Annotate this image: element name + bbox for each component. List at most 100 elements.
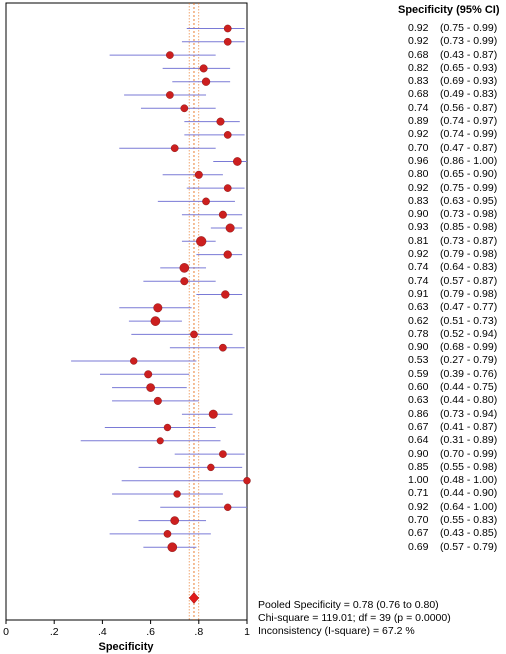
study-point <box>130 357 138 365</box>
estimate-value: 0.92 <box>408 22 429 34</box>
estimate-row: 0.83 (0.63 - 0.95) <box>408 195 497 208</box>
estimate-row: 0.90 (0.73 - 0.98) <box>408 208 497 221</box>
estimate-row: 0.92 (0.79 - 0.98) <box>408 248 497 261</box>
estimate-value: 0.93 <box>408 221 429 234</box>
estimate-row: 0.81 (0.73 - 0.87) <box>408 235 497 248</box>
estimate-row: 0.67 (0.41 - 0.87) <box>408 421 497 434</box>
study-point <box>199 64 208 73</box>
study-point <box>156 437 164 445</box>
study-point <box>179 263 190 273</box>
study-point <box>163 423 172 432</box>
estimate-ci: (0.75 - 0.99) <box>440 22 498 34</box>
x-tick-label: .8 <box>194 626 203 638</box>
estimate-value: 0.60 <box>408 381 429 394</box>
estimate-row: 0.68 (0.49 - 0.83) <box>408 88 497 101</box>
estimate-ci: (0.79 - 0.98) <box>440 248 498 261</box>
pooled-guide-lines <box>188 3 200 620</box>
estimate-ci: (0.52 - 0.94) <box>440 327 498 340</box>
pooled-text: Pooled Specificity = 0.78 (0.76 to 0.80) <box>258 599 439 611</box>
estimate-row: 0.90 (0.70 - 0.99) <box>408 448 497 461</box>
study-point <box>207 463 215 472</box>
estimate-ci: (0.57 - 0.79) <box>440 540 498 553</box>
estimate-ci: (0.68 - 0.99) <box>440 341 498 354</box>
estimate-row: 0.91 (0.79 - 0.98) <box>408 288 497 301</box>
estimate-value: 0.53 <box>408 354 429 367</box>
estimate-value: 0.74 <box>408 101 429 114</box>
study-point <box>201 77 211 86</box>
estimate-value: 0.80 <box>408 168 429 181</box>
study-point <box>218 210 227 219</box>
estimate-row: 0.68 (0.43 - 0.87) <box>408 49 497 62</box>
study-point <box>167 542 178 553</box>
estimate-row: 0.71 (0.44 - 0.90) <box>408 487 497 500</box>
study-point <box>153 303 163 313</box>
pooled-diamond <box>188 592 200 604</box>
estimate-value: 0.63 <box>408 301 429 314</box>
estimate-ci: (0.65 - 0.93) <box>440 61 498 74</box>
estimate-row: 0.60 (0.44 - 0.75) <box>408 381 497 394</box>
estimate-value: 0.78 <box>408 327 429 340</box>
estimate-value: 0.85 <box>408 460 429 473</box>
estimate-ci: (0.47 - 0.87) <box>440 141 498 154</box>
estimate-value: 0.62 <box>408 314 429 327</box>
estimate-row: 0.92 (0.64 - 1.00) <box>408 501 497 514</box>
estimate-row: 0.93 (0.85 - 0.98) <box>408 221 497 234</box>
estimate-row: 0.69 (0.57 - 0.79) <box>408 541 497 554</box>
estimate-value: 0.82 <box>408 61 429 74</box>
study-point <box>225 223 235 233</box>
x-tick-label: .6 <box>146 626 155 638</box>
chi-square-text: Chi-square = 119.01; df = 39 (p = 0.0000… <box>258 612 451 624</box>
estimate-row: 0.80 (0.65 - 0.90) <box>408 168 497 181</box>
estimate-ci: (0.69 - 0.93) <box>440 75 498 88</box>
estimate-row: 0.92 (0.75 - 0.99) <box>408 22 497 35</box>
column-header: Specificity (95% CI) <box>398 4 500 16</box>
estimate-ci: (0.39 - 0.76) <box>440 367 498 380</box>
estimate-row: 0.89 (0.74 - 0.97) <box>408 115 497 128</box>
estimate-row: 0.64 (0.31 - 0.89) <box>408 434 497 447</box>
estimate-ci: (0.73 - 0.99) <box>440 35 498 48</box>
estimate-ci: (0.73 - 0.87) <box>440 234 498 247</box>
estimate-value: 0.70 <box>408 141 429 154</box>
x-tick-label: .2 <box>50 626 59 638</box>
study-point <box>219 450 227 458</box>
estimate-ci: (0.43 - 0.87) <box>440 48 498 61</box>
estimate-value: 0.83 <box>408 194 429 207</box>
estimate-ci: (0.51 - 0.73) <box>440 314 498 327</box>
estimate-row: 0.78 (0.52 - 0.94) <box>408 328 497 341</box>
estimate-ci: (0.64 - 0.83) <box>440 261 498 274</box>
estimate-ci: (0.73 - 0.94) <box>440 407 498 420</box>
estimate-row: 0.92 (0.74 - 0.99) <box>408 128 497 141</box>
study-point <box>166 51 174 59</box>
estimate-row: 0.86 (0.73 - 0.94) <box>408 408 497 421</box>
pooled-estimate <box>188 592 200 604</box>
study-point <box>196 236 207 247</box>
estimate-list: 0.92 (0.75 - 0.99) 0.92 (0.73 - 0.99) 0.68 (0… <box>408 22 497 554</box>
estimate-row: 0.92 (0.73 - 0.99) <box>408 35 497 48</box>
estimate-row: 0.83 (0.69 - 0.93) <box>408 75 497 88</box>
study-point <box>180 277 189 286</box>
study-point <box>224 503 232 511</box>
estimate-value: 0.83 <box>408 75 429 88</box>
estimate-ci: (0.64 - 1.00) <box>440 500 498 513</box>
estimate-ci: (0.49 - 0.83) <box>440 88 498 101</box>
estimate-ci: (0.65 - 0.90) <box>440 168 498 181</box>
estimate-ci: (0.55 - 0.98) <box>440 460 498 473</box>
confidence-intervals <box>71 28 247 548</box>
estimate-row: 0.67 (0.43 - 0.85) <box>408 527 497 540</box>
estimate-value: 0.64 <box>408 434 429 447</box>
estimate-value: 0.74 <box>408 274 429 287</box>
x-tick-label: .4 <box>98 626 107 638</box>
study-point <box>223 250 232 259</box>
estimate-value: 0.96 <box>408 154 429 167</box>
study-point <box>163 530 172 538</box>
x-axis-label: Specificity <box>98 641 154 653</box>
estimate-row: 0.59 (0.39 - 0.76) <box>408 368 497 381</box>
estimate-value: 0.90 <box>408 208 429 221</box>
study-point <box>233 157 242 166</box>
study-point <box>208 409 218 419</box>
estimate-ci: (0.31 - 0.89) <box>440 434 498 447</box>
estimate-value: 0.92 <box>408 181 429 194</box>
estimate-row: 0.70 (0.47 - 0.87) <box>408 142 497 155</box>
study-point <box>144 370 153 379</box>
estimate-ci: (0.74 - 0.97) <box>440 115 498 128</box>
